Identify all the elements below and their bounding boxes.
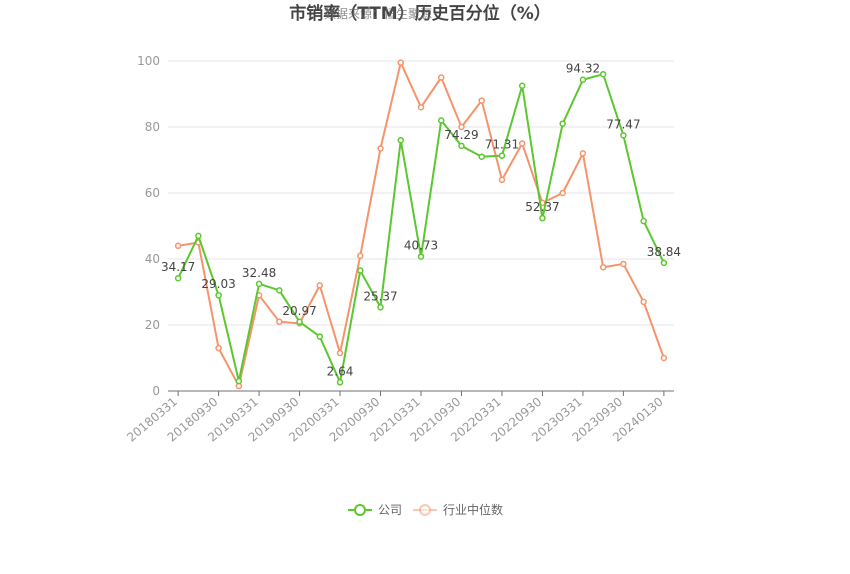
- data-label: 94.32: [566, 62, 600, 76]
- data-point: [437, 117, 445, 124]
- legend-item-industry-median[interactable]: 行业中位数: [413, 502, 503, 517]
- legend-marker-industry-median: [419, 504, 431, 516]
- series-company: [174, 70, 668, 386]
- data-label: 20.97: [282, 304, 316, 318]
- data-label: 25.37: [363, 289, 397, 303]
- data-point: [235, 377, 243, 385]
- data-point: [437, 74, 445, 81]
- data-point: [316, 333, 324, 340]
- data-point: [478, 97, 485, 104]
- data-point: [518, 140, 526, 147]
- data-point: [458, 142, 465, 150]
- y-tick-label: 20: [145, 318, 160, 332]
- data-point: [518, 82, 526, 89]
- data-label: 40.73: [404, 239, 438, 253]
- data-label: 77.47: [606, 117, 640, 131]
- data-point: [336, 349, 344, 357]
- data-point: [640, 298, 647, 306]
- data-point: [397, 136, 405, 144]
- y-tick-label: 60: [145, 186, 160, 200]
- legend-item-company[interactable]: 公司: [348, 503, 402, 517]
- grid: [168, 60, 674, 326]
- data-point: [599, 264, 607, 271]
- data-label: 2.64: [327, 364, 354, 378]
- data-label: 29.03: [201, 277, 235, 291]
- data-point: [397, 59, 405, 66]
- data-point: [579, 76, 587, 83]
- data-label: 38.84: [647, 245, 681, 259]
- data-point: [498, 176, 506, 184]
- series-line: [177, 61, 665, 388]
- data-label: 32.48: [242, 266, 276, 280]
- y-tick-label: 40: [145, 252, 160, 266]
- data-point: [620, 132, 627, 139]
- data-label: 71.31: [485, 138, 519, 152]
- data-point: [174, 242, 182, 250]
- data-point: [660, 259, 668, 267]
- data-point: [215, 344, 222, 352]
- legend-label-company: 公司: [378, 503, 402, 517]
- data-point: [417, 253, 425, 260]
- data-point: [316, 282, 324, 289]
- data-label: 34.17: [161, 260, 195, 274]
- data-point: [579, 150, 587, 157]
- chart-title: 市销率（TTM）历史百分位（%）: [289, 3, 551, 24]
- series: [174, 59, 668, 390]
- data-point: [620, 260, 627, 268]
- data-point: [417, 103, 425, 111]
- data-point: [539, 214, 546, 222]
- data-point: [478, 153, 485, 160]
- data-label: 74.29: [444, 128, 478, 142]
- y-tick-label: 0: [152, 384, 160, 398]
- data-point: [336, 379, 344, 386]
- legend[interactable]: 公司 行业中位数: [348, 502, 503, 517]
- data-point: [296, 318, 303, 326]
- data-point: [559, 189, 566, 197]
- data-point: [255, 280, 263, 288]
- data-point: [215, 291, 222, 299]
- data-point: [458, 123, 465, 131]
- legend-marker-company: [354, 504, 366, 516]
- data-point: [377, 304, 384, 311]
- data-point: [174, 274, 182, 282]
- watermark: 数据来源：恒生聚源: [324, 6, 432, 21]
- data-labels: 34.17 29.03 32.48 20.97 2.64 25.37 40.73 74.29 7…: [161, 62, 681, 379]
- data-point: [357, 252, 364, 259]
- axes: 0204060801002018033120180930201903312019…: [124, 54, 674, 445]
- y-tick-label: 100: [137, 54, 160, 68]
- data-point: [276, 287, 283, 294]
- data-point: [498, 152, 506, 159]
- y-tick-label: 80: [145, 120, 160, 134]
- data-point: [640, 217, 647, 225]
- data-point: [660, 354, 668, 362]
- data-point: [559, 120, 566, 127]
- data-point: [377, 145, 384, 152]
- data-point: [195, 232, 202, 240]
- data-label: 52.37: [525, 200, 559, 214]
- data-point: [276, 318, 283, 325]
- data-point: [357, 267, 364, 274]
- series-industry-median: [174, 59, 668, 390]
- legend-label-industry-median: 行业中位数: [443, 502, 503, 517]
- data-point: [599, 70, 607, 78]
